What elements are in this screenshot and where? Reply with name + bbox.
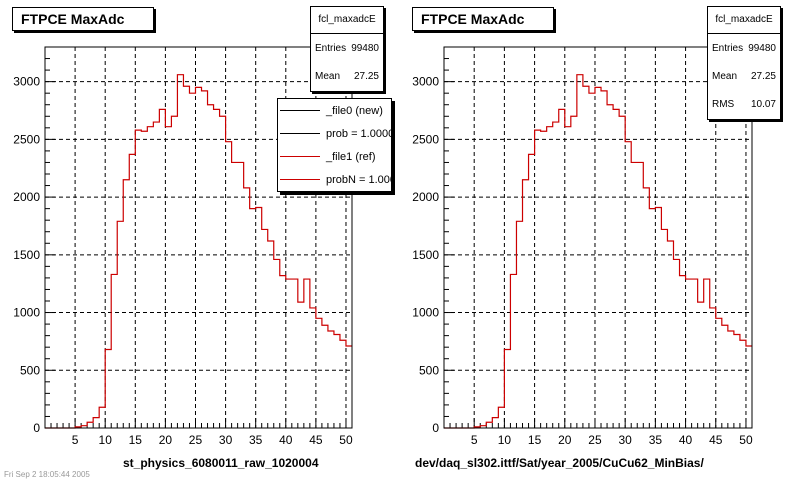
- legend-entry-file0: _file0 (new): [278, 99, 391, 122]
- right-stats-rms-label: RMS: [712, 98, 735, 110]
- legend-entry-file1: _file1 (ref): [278, 145, 391, 168]
- legend-swatch-file0: [280, 110, 320, 111]
- right-stats-mean-label: Mean: [712, 70, 738, 82]
- x-tick-label: 40: [679, 433, 693, 447]
- x-tick-label: 25: [189, 433, 203, 447]
- legend-label-file0: _file0 (new): [326, 104, 383, 117]
- right-stats-entries-value: 99480: [748, 42, 776, 54]
- left-stats-name: fcl_maxadcE: [311, 7, 383, 34]
- right-stats-mean-row: Mean 27.25: [708, 62, 780, 90]
- footer-timestamp: Fri Sep 2 18:05:44 2005: [4, 470, 90, 479]
- x-tick-label: 15: [129, 433, 143, 447]
- legend-swatch-file1: [280, 156, 320, 157]
- legend-label-file1: _file1 (ref): [326, 150, 376, 163]
- legend-label-prob: prob = 1.000000: [326, 127, 391, 140]
- y-tick-label: 1500: [412, 248, 439, 262]
- legend-label-probn: probN = 1.000000: [326, 173, 391, 186]
- y-tick-label: 500: [419, 363, 439, 377]
- right-x-axis-label: dev/daq_sl302.ittf/Sat/year_2005/CuCu62_…: [415, 456, 704, 470]
- left-stats-mean-value: 27.25: [353, 70, 379, 82]
- left-stats-entries-value: 99480: [351, 42, 379, 54]
- y-tick-label: 500: [20, 363, 40, 377]
- left-stats-box: fcl_maxadcE Entries 99480 Mean 27.25: [310, 6, 384, 92]
- y-tick-label: 2000: [412, 190, 439, 204]
- left-histogram-title: FTPCE MaxAdc: [12, 7, 154, 31]
- plot-frame: [443, 46, 753, 429]
- x-tick-label: 40: [279, 433, 293, 447]
- legend-swatch-prob: [280, 133, 320, 134]
- x-tick-label: 35: [649, 433, 663, 447]
- x-tick-label: 20: [159, 433, 173, 447]
- right-stats-box: fcl_maxadcE Entries 99480 Mean 27.25 RMS…: [707, 6, 781, 120]
- x-tick-label: 15: [528, 433, 542, 447]
- x-tick-label: 30: [618, 433, 632, 447]
- right-stats-rms-row: RMS 10.07: [708, 90, 780, 118]
- x-tick-label: 45: [709, 433, 723, 447]
- left-histogram-panel: 5 10 15 20 25 30 35 40 45 50050010001500200025003…: [13, 46, 353, 447]
- y-tick-label: 2000: [13, 190, 40, 204]
- x-tick-label: 20: [558, 433, 572, 447]
- x-tick-label: 5: [471, 433, 478, 447]
- x-tick-label: 50: [339, 433, 353, 447]
- x-tick-label: 30: [219, 433, 233, 447]
- x-tick-label: 35: [249, 433, 263, 447]
- right-histogram-panel: 5 10 15 20 25 30 35 40 45 50050010001500200025003…: [412, 46, 753, 447]
- x-tick-label: 5: [72, 433, 79, 447]
- x-tick-label: 25: [588, 433, 602, 447]
- y-tick-label: 1000: [412, 306, 439, 320]
- y-tick-label: 2500: [412, 132, 439, 146]
- right-stats-entries-row: Entries 99480: [708, 34, 780, 62]
- y-tick-label: 3000: [13, 75, 40, 89]
- histogram-step-line: [444, 74, 752, 429]
- y-tick-label: 1500: [13, 248, 40, 262]
- x-tick-label: 50: [739, 433, 753, 447]
- y-tick-label: 1000: [13, 306, 40, 320]
- right-stats-mean-value: 27.25: [750, 70, 776, 82]
- plot-frame: [44, 46, 353, 429]
- right-stats-name: fcl_maxadcE: [708, 7, 780, 34]
- y-tick-label: 2500: [13, 132, 40, 146]
- right-histogram-title: FTPCE MaxAdc: [412, 7, 554, 31]
- x-tick-label: 45: [309, 433, 323, 447]
- left-stats-mean-row: Mean 27.25: [311, 62, 383, 90]
- x-tick-label: 10: [498, 433, 512, 447]
- histogram-step-line: [45, 74, 352, 429]
- y-tick-label: 0: [432, 421, 439, 435]
- legend-swatch-probn: [280, 179, 320, 180]
- right-stats-entries-label: Entries: [712, 42, 744, 54]
- left-stats-entries-label: Entries: [315, 42, 347, 54]
- left-stats-entries-row: Entries 99480: [311, 34, 383, 62]
- left-x-axis-label: st_physics_6080011_raw_1020004: [123, 456, 319, 470]
- legend-entry-probn: probN = 1.000000: [278, 168, 391, 191]
- legend-entry-prob: prob = 1.000000: [278, 122, 391, 145]
- y-tick-label: 3000: [412, 75, 439, 89]
- x-tick-label: 10: [99, 433, 113, 447]
- left-stats-mean-label: Mean: [315, 70, 341, 82]
- left-legend-box: _file0 (new) prob = 1.000000 _file1 (ref…: [277, 98, 392, 192]
- right-stats-rms-value: 10.07: [750, 98, 776, 110]
- y-tick-label: 0: [33, 421, 40, 435]
